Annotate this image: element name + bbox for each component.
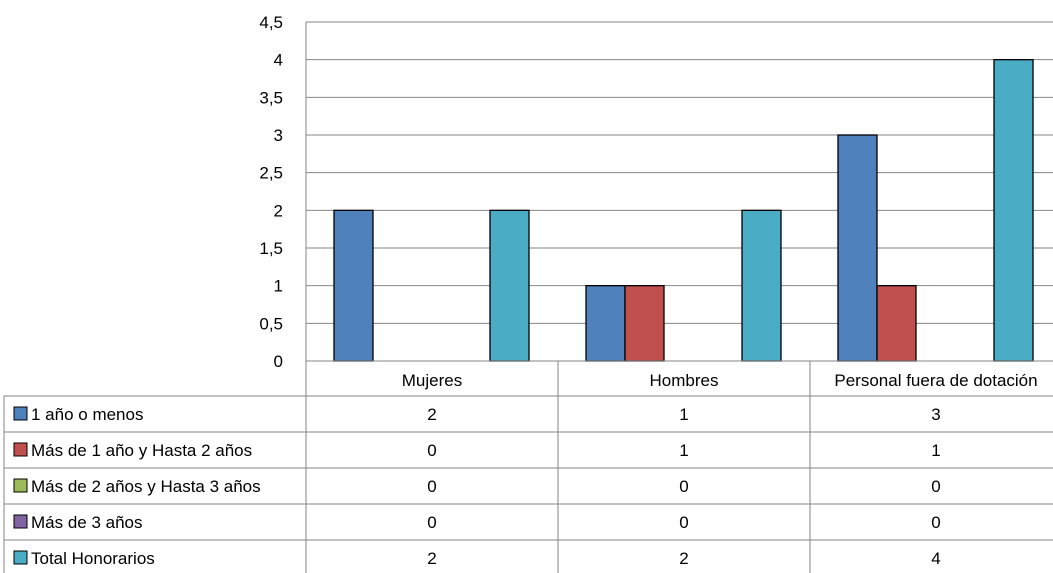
data-label: 0: [679, 477, 688, 496]
y-tick-label: 4,5: [259, 13, 283, 32]
legend-label: Más de 3 años: [31, 513, 143, 532]
data-label: 2: [679, 549, 688, 568]
y-tick-label: 1,5: [259, 239, 283, 258]
gridlines: [306, 21, 1053, 362]
legend-label: Más de 1 año y Hasta 2 años: [31, 441, 252, 460]
legend-key: [13, 406, 28, 421]
bar: [624, 285, 665, 362]
y-tick-label: 3: [274, 126, 283, 145]
data-label: 4: [931, 549, 940, 568]
bar: [837, 134, 878, 362]
data-label: 1: [931, 441, 940, 460]
data-label: 2: [427, 549, 436, 568]
y-tick-label: 2,5: [259, 164, 283, 183]
data-label: 0: [427, 513, 436, 532]
data-label: 1: [679, 405, 688, 424]
y-axis: 0 0,5 1 1,5 2 2,5 3 3,5 4 4,5: [259, 13, 307, 371]
y-tick-label: 0: [274, 352, 283, 371]
data-label: 1: [679, 441, 688, 460]
data-label: 0: [679, 513, 688, 532]
data-label: 2: [427, 405, 436, 424]
bar: [876, 285, 917, 362]
y-tick-label: 2: [274, 201, 283, 220]
legend-label: Total Honorarios: [31, 549, 155, 568]
data-table: Mujeres Hombres Personal fuera de dotación…: [3, 360, 1053, 573]
x-tick-label: Hombres: [650, 371, 719, 390]
legend-key: [13, 442, 28, 457]
data-label: 0: [427, 477, 436, 496]
data-label: 0: [427, 441, 436, 460]
legend-label: Más de 2 años y Hasta 3 años: [31, 477, 261, 496]
x-tick-label: Mujeres: [402, 371, 462, 390]
data-label: 3: [931, 405, 940, 424]
bar: [489, 209, 530, 362]
bar: [741, 209, 782, 362]
data-label: 0: [931, 477, 940, 496]
bar: [585, 285, 626, 362]
y-tick-label: 4: [274, 51, 283, 70]
legend-key: [13, 514, 28, 529]
y-tick-label: 1: [274, 277, 283, 296]
data-label: 0: [931, 513, 940, 532]
y-tick-label: 0,5: [259, 314, 283, 333]
legend-key: [13, 478, 28, 493]
bar: [333, 209, 374, 362]
legend-key: [13, 550, 28, 565]
legend-label: 1 año o menos: [31, 405, 143, 424]
bars: [333, 59, 1034, 362]
y-tick-label: 3,5: [259, 88, 283, 107]
x-tick-label: Personal fuera de dotación: [834, 371, 1037, 390]
bar: [993, 59, 1034, 362]
